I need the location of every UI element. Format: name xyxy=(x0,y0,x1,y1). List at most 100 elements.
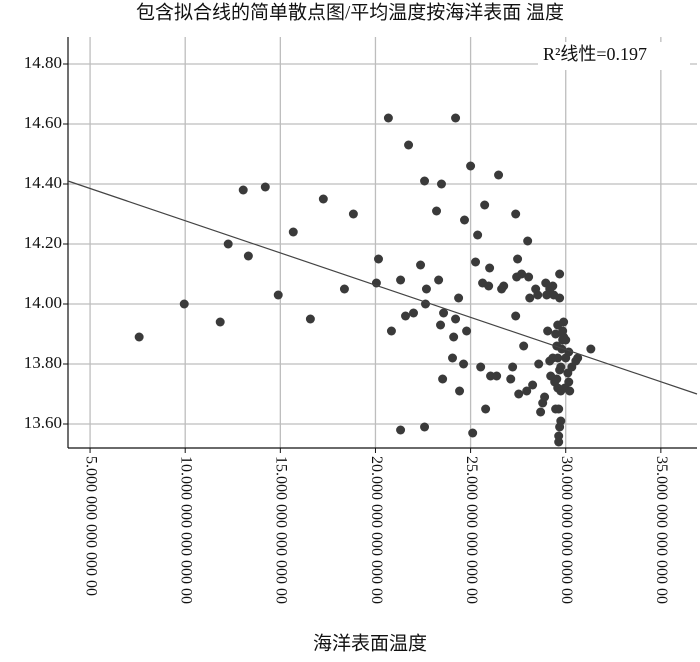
point xyxy=(238,185,248,195)
point xyxy=(439,308,449,318)
point xyxy=(556,416,566,426)
point xyxy=(551,329,561,339)
point xyxy=(554,404,564,414)
point xyxy=(481,404,491,414)
point xyxy=(525,293,535,303)
point xyxy=(480,200,490,210)
point xyxy=(484,281,494,291)
point xyxy=(468,428,478,438)
point xyxy=(524,272,534,282)
x-tick-label: 5.000 000 000 000 00 xyxy=(82,456,99,596)
point xyxy=(448,353,458,363)
x-tick-label: 20.000 000 000 000 00 xyxy=(368,456,385,604)
y-tick-label: 14.00 xyxy=(24,293,62,312)
point xyxy=(555,293,565,303)
point xyxy=(559,317,569,327)
y-tick-label: 14.80 xyxy=(24,53,62,72)
point xyxy=(556,362,566,372)
point xyxy=(492,371,502,381)
point xyxy=(451,314,461,324)
point xyxy=(436,179,446,189)
point xyxy=(471,257,481,267)
point xyxy=(533,290,543,300)
point xyxy=(485,263,495,273)
point xyxy=(557,344,567,354)
point xyxy=(561,335,571,345)
x-axis-label: 海洋表面温度 xyxy=(313,632,427,654)
point xyxy=(517,269,527,279)
x-tick-label: 25.000 000 000 000 00 xyxy=(463,456,480,604)
point xyxy=(339,284,349,294)
point xyxy=(586,344,596,354)
point xyxy=(409,308,419,318)
x-tick-label: 15.000 000 000 000 00 xyxy=(273,456,290,604)
point xyxy=(318,194,328,204)
point xyxy=(499,281,509,291)
point xyxy=(449,332,459,342)
point xyxy=(519,341,529,351)
point xyxy=(243,251,253,261)
point xyxy=(564,377,574,387)
point xyxy=(348,209,358,219)
point xyxy=(506,374,516,384)
point xyxy=(386,326,396,336)
point xyxy=(404,140,414,150)
point xyxy=(514,389,524,399)
point xyxy=(134,332,144,342)
point xyxy=(436,320,446,330)
point xyxy=(552,374,562,384)
x-tick-label: 10.000 000 000 000 00 xyxy=(178,456,195,604)
point xyxy=(374,254,384,264)
point xyxy=(288,227,298,237)
fit-line xyxy=(67,180,698,395)
point xyxy=(451,113,461,123)
point xyxy=(522,386,532,396)
point xyxy=(534,359,544,369)
point xyxy=(273,290,283,300)
point xyxy=(513,254,523,264)
point xyxy=(396,275,406,285)
point xyxy=(476,362,486,372)
y-tick-label: 14.60 xyxy=(24,113,62,132)
point xyxy=(494,170,504,180)
point xyxy=(215,317,225,327)
annotation-background xyxy=(538,42,690,70)
y-tick-label: 14.40 xyxy=(24,173,62,192)
point xyxy=(540,392,550,402)
r2-annotation: R²线性=0.197 xyxy=(543,44,647,64)
x-tick-label: 30.000 000 000 000 00 xyxy=(558,456,575,604)
point xyxy=(536,407,546,417)
point xyxy=(573,353,583,363)
point xyxy=(454,293,464,303)
point xyxy=(434,275,444,285)
y-tick-label: 13.80 xyxy=(24,353,62,372)
point xyxy=(511,209,521,219)
point xyxy=(555,269,565,279)
point xyxy=(508,362,518,372)
point xyxy=(179,299,189,309)
y-tick-label: 14.20 xyxy=(24,233,62,252)
point xyxy=(523,236,533,246)
chart-title: 包含拟合线的简单散点图/平均温度按海洋表面 温度 xyxy=(136,1,564,23)
point xyxy=(553,353,563,363)
point xyxy=(460,215,470,225)
point xyxy=(432,206,442,216)
point xyxy=(565,386,575,396)
point xyxy=(305,314,315,324)
point xyxy=(416,260,426,270)
point xyxy=(554,437,564,447)
point xyxy=(462,326,472,336)
point xyxy=(396,425,406,435)
point xyxy=(543,326,553,336)
point xyxy=(260,182,270,192)
point xyxy=(383,113,393,123)
point xyxy=(473,230,483,240)
point xyxy=(459,359,469,369)
point xyxy=(511,311,521,321)
y-tick-label: 13.60 xyxy=(24,413,62,432)
point xyxy=(420,176,430,186)
x-tick-label: 35.000 000 000 000 00 xyxy=(653,456,670,604)
point xyxy=(420,422,430,432)
point xyxy=(223,239,233,249)
